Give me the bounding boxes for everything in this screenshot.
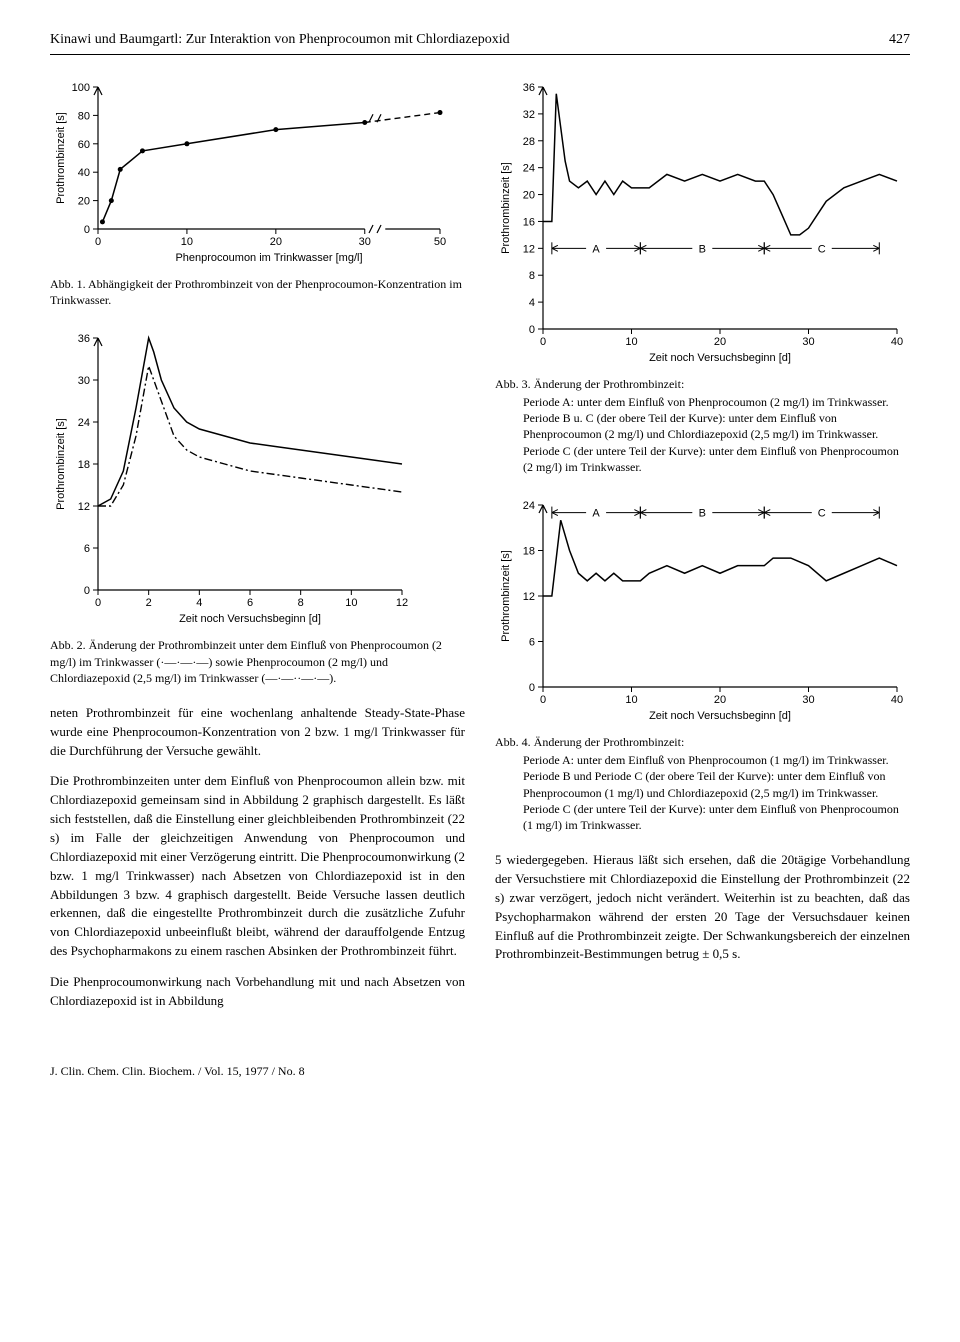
svg-text:36: 36 [78,333,90,345]
svg-text:B: B [699,507,706,519]
svg-text:8: 8 [529,270,535,282]
figure-2-caption: Abb. 2. Änderung der Prothrombinzeit unt… [50,637,465,686]
svg-text:12: 12 [396,597,408,609]
svg-text:10: 10 [625,336,637,348]
figure-1-caption: Abb. 1. Abhängigkeit der Prothrombinzeit… [50,276,465,308]
running-title: Kinawi und Baumgartl: Zur Interaktion vo… [50,30,510,50]
figure-4: 0 10 20 30 40 0 6 12 18 24 Zeit noch Versuchsbegin… [495,493,910,728]
svg-text:40: 40 [78,167,90,179]
svg-text:24: 24 [523,162,535,174]
figure-1-caption-head: Abb. 1. [50,277,86,291]
svg-text:8: 8 [298,597,304,609]
body-paragraph-2: Die Prothrombinzeiten unter dem Einfluß … [50,772,465,960]
svg-text:18: 18 [78,459,90,471]
svg-text:A: A [592,507,600,519]
svg-text:100: 100 [72,82,90,94]
figure-1-caption-text: Abhängigkeit der Prothrombinzeit von der… [50,277,462,307]
svg-text:Zeit noch Versuchsbeginn [d]: Zeit noch Versuchsbeginn [d] [649,352,791,364]
svg-text:24: 24 [523,500,535,512]
svg-text:20: 20 [523,189,535,201]
figure-2-caption-text: Änderung der Prothrombinzeit unter dem E… [50,638,442,684]
svg-text:0: 0 [540,336,546,348]
svg-text:20: 20 [78,195,90,207]
figure-3-caption-text: Änderung der Prothrombinzeit: [534,377,685,391]
svg-text:18: 18 [523,545,535,557]
svg-text:24: 24 [78,417,90,429]
svg-text:50: 50 [434,236,446,248]
svg-text:0: 0 [84,585,90,597]
figure-4-caption-line-C: Periode C (der untere Teil der Kurve): u… [523,801,910,833]
svg-text:28: 28 [523,135,535,147]
body-paragraph-1: neten Prothrombinzeit für eine wochenlan… [50,704,465,761]
svg-text:Prothrombinzeit [s]: Prothrombinzeit [s] [55,112,67,204]
svg-text:6: 6 [247,597,253,609]
figure-4-caption: Abb. 4. Änderung der Prothrombinzeit: Pe… [495,734,910,833]
svg-text:Phenprocoumon im Trinkwasser [: Phenprocoumon im Trinkwasser [mg/l] [175,252,362,264]
svg-text:C: C [818,507,826,519]
figure-2: 024681012061218243036Zeit noch Versuchsb… [50,326,465,631]
figure-4-caption-text: Änderung der Prothrombinzeit: [534,735,685,749]
svg-text:2: 2 [146,597,152,609]
svg-text:12: 12 [78,501,90,513]
figure-3: 0 10 20 30 40 0 4 8 12 16 20 24 28 32 36 Zeit noch Vers… [495,75,910,370]
figure-3-caption-line-C: Periode C (der untere Teil der Kurve): u… [523,443,910,475]
svg-text:4: 4 [196,597,202,609]
svg-text:80: 80 [78,110,90,122]
svg-text:60: 60 [78,138,90,150]
svg-text:0: 0 [84,224,90,236]
page-number: 427 [889,30,910,50]
svg-text:4: 4 [529,297,535,309]
svg-text:0: 0 [95,236,101,248]
body-paragraph-3: Die Phenprocoumonwirkung nach Vorbehandl… [50,973,465,1011]
figure-2-caption-head: Abb. 2. [50,638,86,652]
svg-text:36: 36 [523,82,535,94]
svg-text:6: 6 [84,543,90,555]
svg-text:16: 16 [523,216,535,228]
figure-3-caption-head: Abb. 3. [495,377,531,391]
svg-text:0: 0 [540,694,546,706]
svg-text:20: 20 [270,236,282,248]
figure-3-caption-line-A: Periode A: unter dem Einfluß von Phenpro… [523,394,910,410]
svg-text:Prothrombinzeit [s]: Prothrombinzeit [s] [500,550,512,642]
svg-text:12: 12 [523,243,535,255]
figure-4-caption-line-A: Periode A: unter dem Einfluß von Phenpro… [523,752,910,768]
svg-text:10: 10 [625,694,637,706]
svg-text:12: 12 [523,591,535,603]
figure-3-caption-line-B: Periode B u. C (der obere Teil der Kurve… [523,410,910,442]
svg-text:40: 40 [891,694,903,706]
svg-text:30: 30 [359,236,371,248]
svg-text:20: 20 [714,694,726,706]
figure-4-caption-head: Abb. 4. [495,735,531,749]
svg-text:C: C [818,243,826,255]
svg-text:A: A [592,243,600,255]
svg-text:Prothrombinzeit [s]: Prothrombinzeit [s] [500,162,512,254]
figure-3-caption: Abb. 3. Änderung der Prothrombinzeit: Pe… [495,376,910,475]
journal-footer: J. Clin. Chem. Clin. Biochem. / Vol. 15,… [50,1063,910,1080]
figure-1: 0 10 20 30 50 0 20 40 60 80 100 Phenprocoumon im Tr… [50,75,465,270]
svg-text:B: B [699,243,706,255]
svg-text:32: 32 [523,108,535,120]
svg-text:Prothrombinzeit [s]: Prothrombinzeit [s] [55,418,67,510]
figure-4-caption-line-B: Periode B und Periode C (der obere Teil … [523,768,910,800]
svg-text:0: 0 [529,324,535,336]
svg-text:30: 30 [802,694,814,706]
body-paragraph-4: 5 wiedergegeben. Hieraus läßt sich erseh… [495,851,910,964]
svg-text:0: 0 [95,597,101,609]
svg-text:0: 0 [529,682,535,694]
svg-text:6: 6 [529,636,535,648]
svg-text:40: 40 [891,336,903,348]
svg-text:10: 10 [181,236,193,248]
svg-text:Zeit noch Versuchsbeginn [d]: Zeit noch Versuchsbeginn [d] [649,710,791,722]
svg-text:30: 30 [78,375,90,387]
svg-text:30: 30 [802,336,814,348]
svg-text:20: 20 [714,336,726,348]
svg-text:10: 10 [345,597,357,609]
svg-text:Zeit noch Versuchsbeginn [d]: Zeit noch Versuchsbeginn [d] [179,613,321,625]
